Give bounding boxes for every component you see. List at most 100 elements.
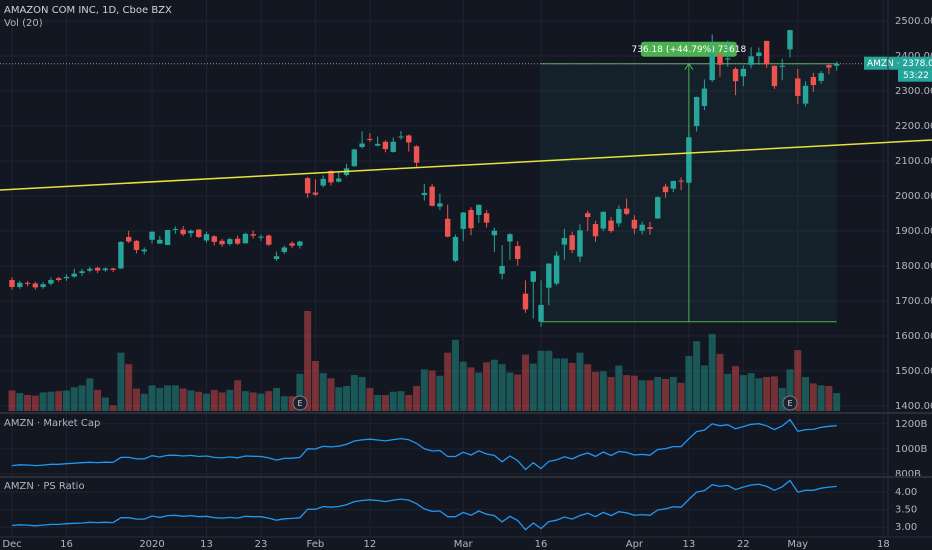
- candle-body: [771, 65, 778, 87]
- x-tick-label: 16: [60, 539, 73, 550]
- volume-bar: [817, 385, 825, 411]
- x-tick-label: 22: [737, 539, 750, 550]
- candle-body: [499, 266, 505, 274]
- volume-bar: [592, 371, 599, 411]
- volume-bar: [584, 364, 592, 411]
- candle-body: [398, 136, 404, 138]
- volume-bar: [179, 388, 187, 411]
- candle-body: [63, 276, 70, 279]
- grid: [0, 0, 888, 537]
- volume-bar: [39, 392, 47, 411]
- candle-body: [732, 68, 739, 82]
- candle-body: [678, 180, 684, 182]
- candle-body: [102, 268, 109, 271]
- volume-bar: [732, 366, 740, 411]
- x-tick-label: 18: [877, 539, 890, 550]
- candle-body: [32, 283, 39, 288]
- volume-bar: [506, 372, 514, 411]
- earnings-label: E: [297, 399, 302, 408]
- volume-label: Vol (20): [4, 18, 43, 29]
- volume-bar: [86, 378, 94, 411]
- x-tick-label: Mar: [454, 539, 474, 550]
- volume-bar: [31, 395, 39, 411]
- volume-bar: [537, 350, 545, 411]
- candle-body: [655, 197, 661, 219]
- volume-bar: [156, 387, 164, 411]
- volume-bar: [747, 373, 755, 411]
- candle-body: [546, 263, 552, 288]
- volume-bar: [288, 396, 296, 411]
- candle-body: [530, 271, 536, 282]
- volume-bar: [521, 354, 529, 411]
- volume-bar: [833, 393, 841, 411]
- volume-bar: [350, 375, 358, 411]
- volume-bar: [24, 394, 32, 411]
- price-tag: AMZN · 2378.00: [867, 59, 932, 69]
- candle-body: [421, 192, 428, 195]
- volume-bar: [514, 374, 522, 411]
- candle-body: [242, 233, 249, 244]
- candle-body: [118, 241, 124, 269]
- candle-body: [686, 137, 692, 183]
- candle-body: [188, 230, 194, 234]
- volume-bar: [374, 394, 382, 411]
- volume-bar: [568, 362, 576, 411]
- candle-body: [662, 186, 669, 193]
- candle-body: [133, 240, 140, 250]
- volume-bar: [685, 355, 693, 411]
- countdown: 53:22: [903, 71, 929, 81]
- candle-body: [779, 65, 785, 67]
- candle-body: [79, 271, 85, 274]
- volume-bar: [381, 394, 389, 411]
- y-tick-label: 4.00: [895, 487, 917, 498]
- candle-body: [71, 273, 77, 277]
- volume-bar: [109, 405, 117, 411]
- volume-bar: [16, 393, 24, 411]
- candle-body: [390, 141, 396, 152]
- candle-body: [55, 278, 62, 281]
- volume-bar: [778, 387, 786, 411]
- candle-body: [631, 219, 638, 229]
- candle-body: [429, 186, 435, 206]
- volume-bar: [475, 372, 483, 411]
- candle-body: [234, 238, 241, 244]
- volume-bar: [786, 369, 794, 411]
- volume-bar: [420, 369, 428, 411]
- volume-bar: [327, 378, 335, 411]
- candle-body: [180, 229, 186, 235]
- volume-bar: [638, 380, 646, 411]
- volume-bar: [8, 390, 16, 411]
- measure-label-box: [640, 41, 737, 57]
- candle-body: [709, 53, 715, 81]
- trend-line: [0, 139, 932, 191]
- y-tick-label: 1500.00: [895, 366, 932, 377]
- candle-body: [250, 234, 256, 236]
- indicator-line: [11, 479, 837, 531]
- candle-body: [507, 234, 513, 242]
- volume-bar: [436, 375, 444, 411]
- volume-bar: [662, 378, 670, 411]
- candle-body: [616, 208, 622, 224]
- candle-body: [569, 235, 575, 250]
- candle-body: [833, 63, 840, 66]
- volume-bar: [483, 362, 491, 411]
- volume-bar: [770, 376, 778, 411]
- volume-bar: [94, 389, 102, 411]
- volume-bar: [809, 383, 817, 411]
- candle-body: [196, 229, 202, 237]
- x-tick-label: Feb: [307, 539, 325, 550]
- candle-body: [748, 56, 754, 65]
- countdown-box: [898, 69, 932, 82]
- candle-body: [452, 236, 459, 261]
- y-tick-label: 1400.00: [895, 401, 932, 412]
- volume-bar: [358, 377, 366, 411]
- candle-body: [639, 224, 645, 231]
- candle-body: [763, 40, 770, 65]
- volume-bar: [187, 390, 195, 411]
- candle-body: [48, 280, 54, 284]
- volume-bar: [451, 339, 459, 411]
- volume-bar: [101, 397, 109, 411]
- volume-bar: [646, 380, 654, 411]
- measure-label: 736.18 (+44.79%) 73618: [631, 45, 746, 55]
